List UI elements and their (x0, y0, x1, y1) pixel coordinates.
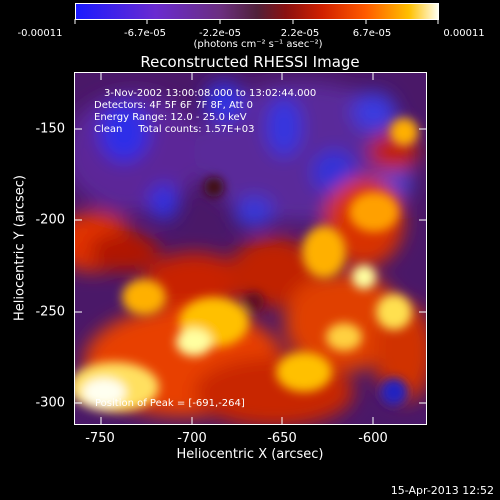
y-tick-label: -200 (35, 212, 65, 228)
timestamp: 15-Apr-2013 12:52 (390, 484, 494, 497)
colorbar-tick-label: 0.00011 (443, 28, 485, 39)
colorbar-tick-label: -0.00011 (17, 28, 63, 39)
peak-position-text: Position of Peak = [-691,-264] (95, 398, 245, 409)
colorbar-tick-label: 6.7e-05 (352, 28, 392, 39)
colorbar-tick-label: -6.7e-05 (124, 28, 166, 39)
colorbar-tick-label: -2.2e-05 (199, 28, 241, 39)
colorbar (75, 3, 439, 20)
x-tick-label: -600 (358, 431, 388, 446)
x-tick-label: -750 (85, 431, 115, 446)
colorbar-ticks (74, 19, 439, 24)
x-tick-label: -700 (177, 431, 207, 446)
plot-title: Reconstructed RHESSI Image (140, 53, 360, 71)
time-range-text: 3-Nov-2002 13:00:08.000 to 13:02:44.000 (104, 88, 317, 99)
y-tick-label: -250 (35, 304, 65, 320)
rhessi-image (74, 72, 427, 425)
y-tick-label: -150 (35, 121, 65, 137)
x-axis-label: Heliocentric X (arcsec) (176, 447, 324, 462)
colorbar-tick-label: 2.2e-05 (280, 28, 320, 39)
clean-counts-text: Clean Total counts: 1.57E+03 (94, 124, 255, 135)
colorbar-unit-label: (photons cm⁻² s⁻¹ asec⁻²) (193, 39, 323, 50)
y-tick-label: -300 (35, 395, 65, 411)
x-tick-label: -650 (267, 431, 297, 446)
detectors-text: Detectors: 4F 5F 6F 7F 8F, Att 0 (94, 100, 254, 111)
y-axis-label: Heliocentric Y (arcsec) (12, 175, 28, 321)
energy-range-text: Energy Range: 12.0 - 25.0 keV (94, 112, 247, 123)
